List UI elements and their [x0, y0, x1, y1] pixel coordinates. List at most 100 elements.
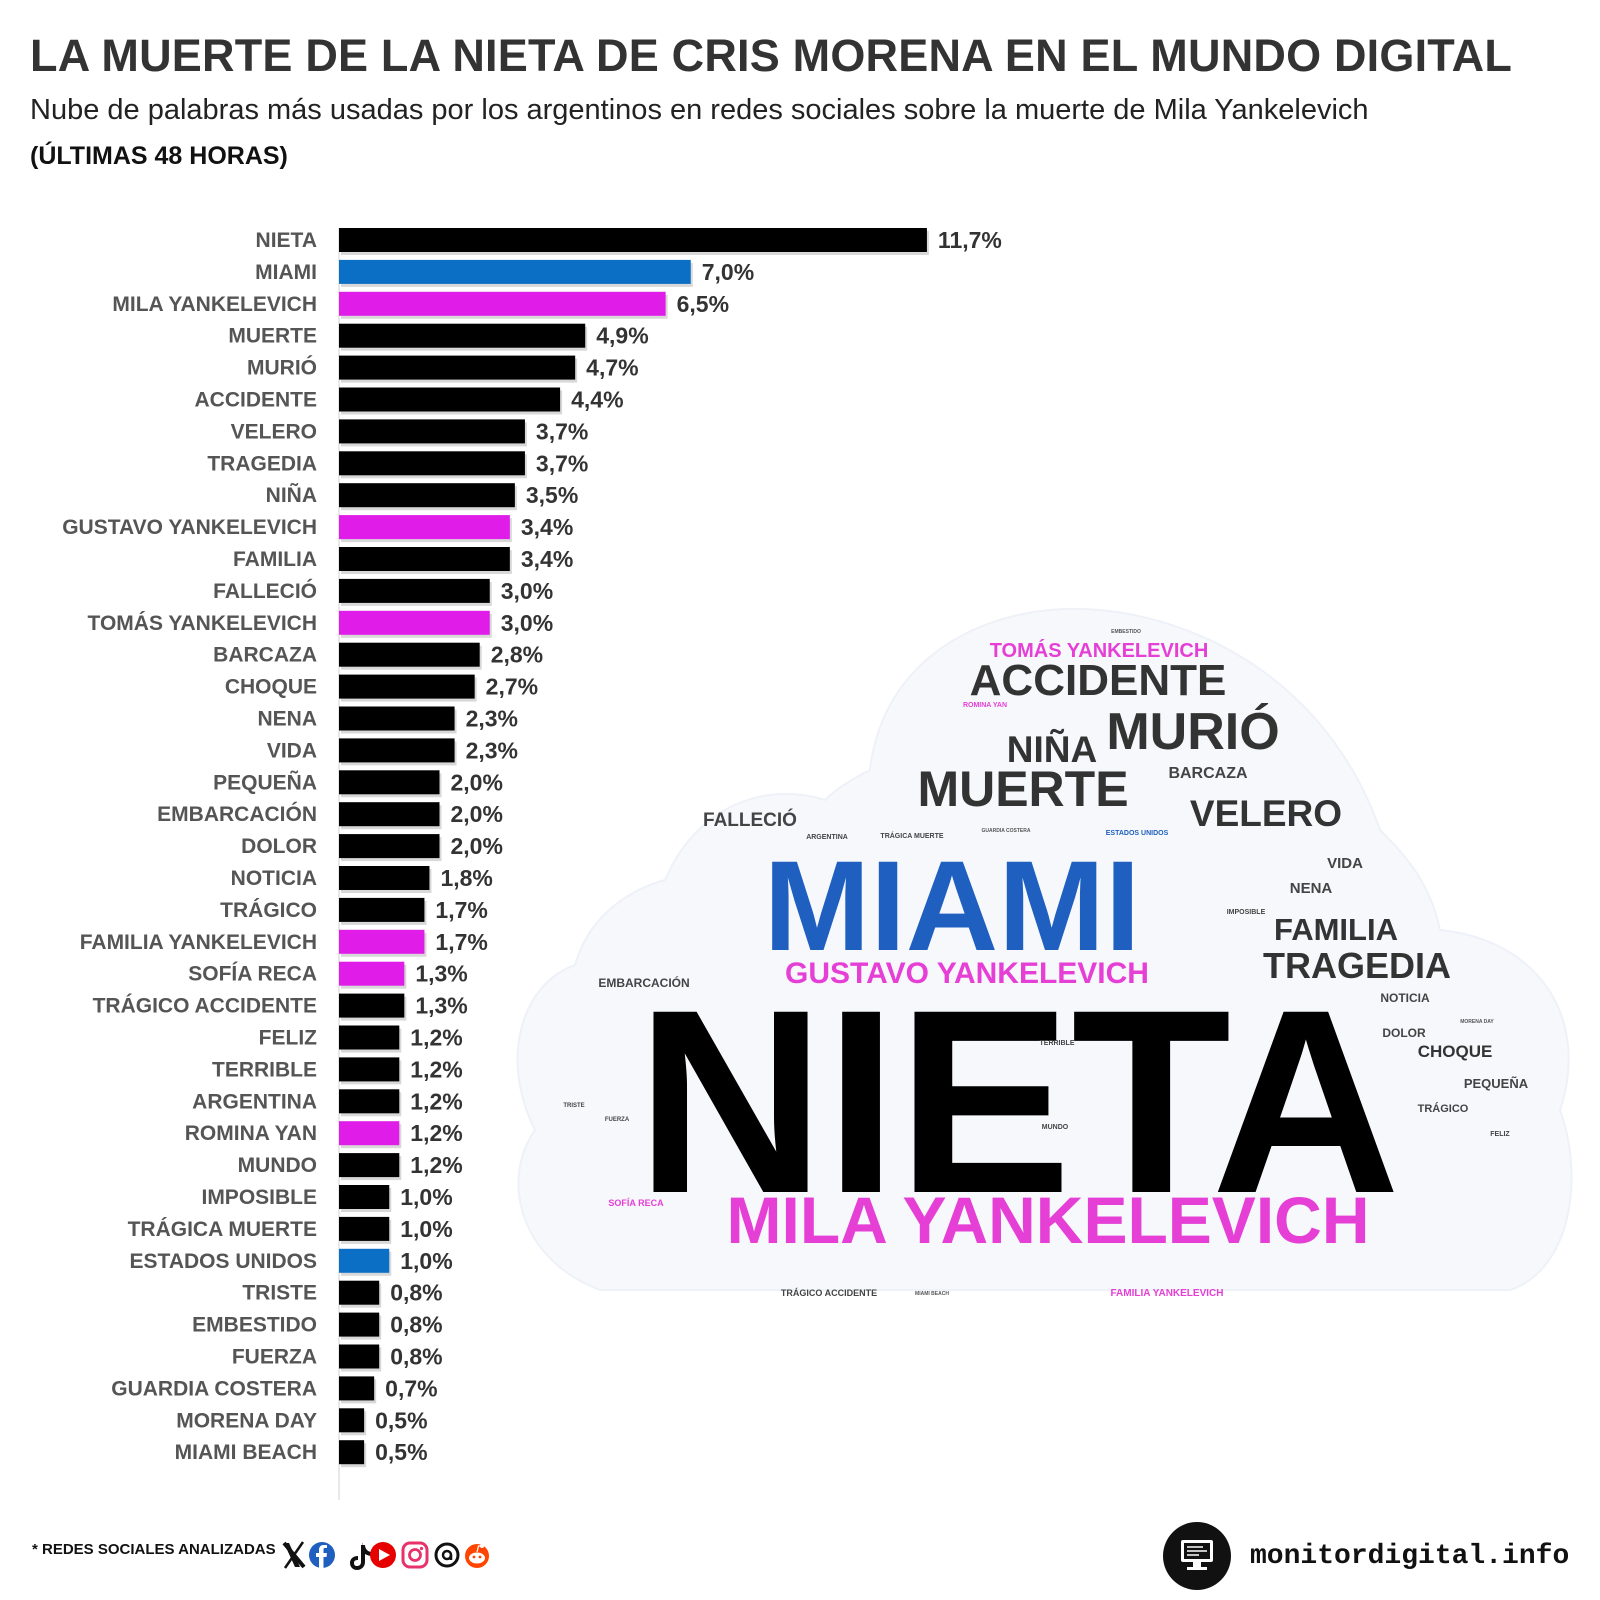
threads-icon	[434, 1542, 460, 1568]
bar-choque	[339, 674, 475, 699]
bar-triste	[339, 1280, 380, 1305]
cloud-word-triste: TRISTE	[563, 1103, 584, 1109]
value-label-fuerza: 0,8%	[390, 1344, 442, 1370]
bar-embarcacion	[339, 802, 440, 827]
value-label-embestido: 0,8%	[390, 1312, 442, 1338]
value-label-imposible: 1,0%	[400, 1184, 452, 1210]
cloud-shape	[516, 608, 1573, 1291]
value-label-tragico-accidente: 1,3%	[415, 993, 467, 1019]
bar-morena-day	[339, 1408, 365, 1433]
tiktok-icon	[350, 1543, 372, 1570]
bar-tragedia	[339, 451, 525, 476]
cloud-word-miami: MIAMI	[764, 835, 1141, 978]
value-label-morena-day: 0,5%	[375, 1407, 427, 1433]
bar-label-mila-yankelevich: MILA YANKELEVICH	[112, 293, 317, 316]
bar-label-mundo: MUNDO	[238, 1154, 317, 1177]
cloud-word-guardia-costera: GUARDIA COSTERA	[982, 828, 1031, 834]
cloud-word-romina-yan: ROMINA YAN	[963, 702, 1007, 709]
bar-mila-yankelevich	[339, 291, 666, 316]
bar-accidente	[339, 387, 561, 412]
bar-label-sofia-reca: SOFÍA RECA	[188, 963, 317, 986]
cloud-word-familia: FAMILIA	[1274, 912, 1398, 947]
value-label-fallecio: 3,0%	[501, 578, 553, 604]
bar-label-tragico: TRÁGICO	[220, 899, 317, 922]
cloud-word-barcaza: BARCAZA	[1168, 765, 1248, 782]
bar-tragico-accidente	[339, 993, 405, 1018]
cloud-word-murio: MURIÓ	[1106, 703, 1279, 761]
value-label-mundo: 1,2%	[410, 1152, 462, 1178]
cloud-word-fallecio: FALLECIÓ	[703, 809, 797, 831]
value-label-argentina: 1,2%	[410, 1088, 462, 1114]
value-label-mila-yankelevich: 6,5%	[677, 291, 729, 317]
bar-murio	[339, 355, 576, 380]
bar-noticia	[339, 866, 430, 890]
time-period: (ÚLTIMAS 48 HORAS)	[30, 142, 288, 170]
cloud-word-nena: NENA	[1290, 880, 1333, 897]
cloud-word-velero: VELERO	[1190, 793, 1342, 834]
bar-pequena	[339, 770, 440, 795]
cloud-word-tragico-accidente: TRÁGICO ACCIDENTE	[781, 1288, 877, 1298]
bar-tragico	[339, 897, 425, 922]
value-label-muerte: 4,9%	[596, 323, 648, 349]
bar-label-morena-day: MORENA DAY	[176, 1409, 317, 1432]
value-label-feliz: 1,2%	[410, 1025, 462, 1051]
bar-embestido	[339, 1312, 380, 1337]
bar-label-fallecio: FALLECIÓ	[213, 579, 317, 603]
cloud-word-tomas-yankelevich: TOMÁS YANKELEVICH	[990, 639, 1209, 662]
cloud-word-terrible: TERRIBLE	[1040, 1040, 1075, 1047]
bar-terrible	[339, 1057, 400, 1082]
bar-label-tragico-accidente: TRÁGICO ACCIDENTE	[93, 995, 317, 1018]
brand-name: monitordigital.info	[1250, 1541, 1570, 1572]
bar-nena	[339, 706, 455, 731]
cloud-word-familia-yankelevich: FAMILIA YANKELEVICH	[1111, 1288, 1224, 1299]
value-label-accidente: 4,4%	[571, 387, 623, 413]
bar-label-nieta: NIETA	[256, 229, 317, 252]
bar-tomas-yankelevich	[339, 610, 490, 635]
bar-label-argentina: ARGENTINA	[192, 1090, 317, 1113]
bar-familia	[339, 547, 510, 571]
cloud-word-tragica-muerte: TRÁGICA MUERTE	[880, 831, 943, 840]
value-label-nena: 2,3%	[466, 706, 518, 732]
bar-label-guardia-costera: GUARDIA COSTERA	[111, 1377, 317, 1400]
value-label-velero: 3,7%	[536, 418, 588, 444]
bar-label-tomas-yankelevich: TOMÁS YANKELEVICH	[88, 612, 318, 635]
bar-label-choque: CHOQUE	[225, 676, 317, 699]
x-icon	[282, 1541, 306, 1569]
value-label-tragica-muerte: 1,0%	[400, 1216, 452, 1242]
value-label-miami: 7,0%	[702, 259, 754, 285]
value-label-romina-yan: 1,2%	[410, 1120, 462, 1146]
bar-label-miami: MIAMI	[255, 261, 317, 284]
bar-label-dolor: DOLOR	[241, 835, 317, 858]
footer-note: * REDES SOCIALES ANALIZADAS	[32, 1541, 276, 1558]
bar-familia-yankelevich	[339, 929, 425, 954]
value-label-familia: 3,4%	[521, 546, 573, 572]
cloud-word-embarcacion: EMBARCACIÓN	[598, 975, 689, 990]
value-label-terrible: 1,2%	[410, 1056, 462, 1082]
bar-vida	[339, 738, 455, 763]
bar-label-gustavo-yankelevich: GUSTAVO YANKELEVICH	[62, 516, 317, 539]
bar-label-tragedia: TRAGEDIA	[207, 452, 317, 475]
bar-label-feliz: FELIZ	[259, 1027, 317, 1050]
value-label-vida: 2,3%	[466, 737, 518, 763]
cloud-word-mila-yankelevich: MILA YANKELEVICH	[727, 1183, 1370, 1257]
youtube-icon	[370, 1542, 396, 1568]
value-label-triste: 0,8%	[390, 1280, 442, 1306]
value-label-murio: 4,7%	[586, 355, 638, 381]
bar-estados-unidos	[339, 1248, 390, 1273]
cloud-word-imposible: IMPOSIBLE	[1227, 909, 1266, 916]
bar-romina-yan	[339, 1121, 400, 1146]
bar-nina	[339, 483, 515, 508]
monitor-logo-icon	[1163, 1522, 1231, 1595]
cloud-word-dolor: DOLOR	[1382, 1026, 1426, 1040]
bar-label-muerte: MUERTE	[228, 325, 317, 348]
bar-sofia-reca	[339, 961, 405, 986]
bar-nieta	[339, 228, 927, 252]
social-icons	[282, 1540, 507, 1575]
value-label-pequena: 2,0%	[451, 769, 503, 795]
cloud-word-gustavo-yankelevich: GUSTAVO YANKELEVICH	[785, 957, 1149, 990]
value-label-miami-beach: 0,5%	[375, 1439, 427, 1465]
value-label-tragico: 1,7%	[435, 897, 487, 923]
value-label-tragedia: 3,7%	[536, 450, 588, 476]
bar-label-familia-yankelevich: FAMILIA YANKELEVICH	[80, 931, 317, 954]
